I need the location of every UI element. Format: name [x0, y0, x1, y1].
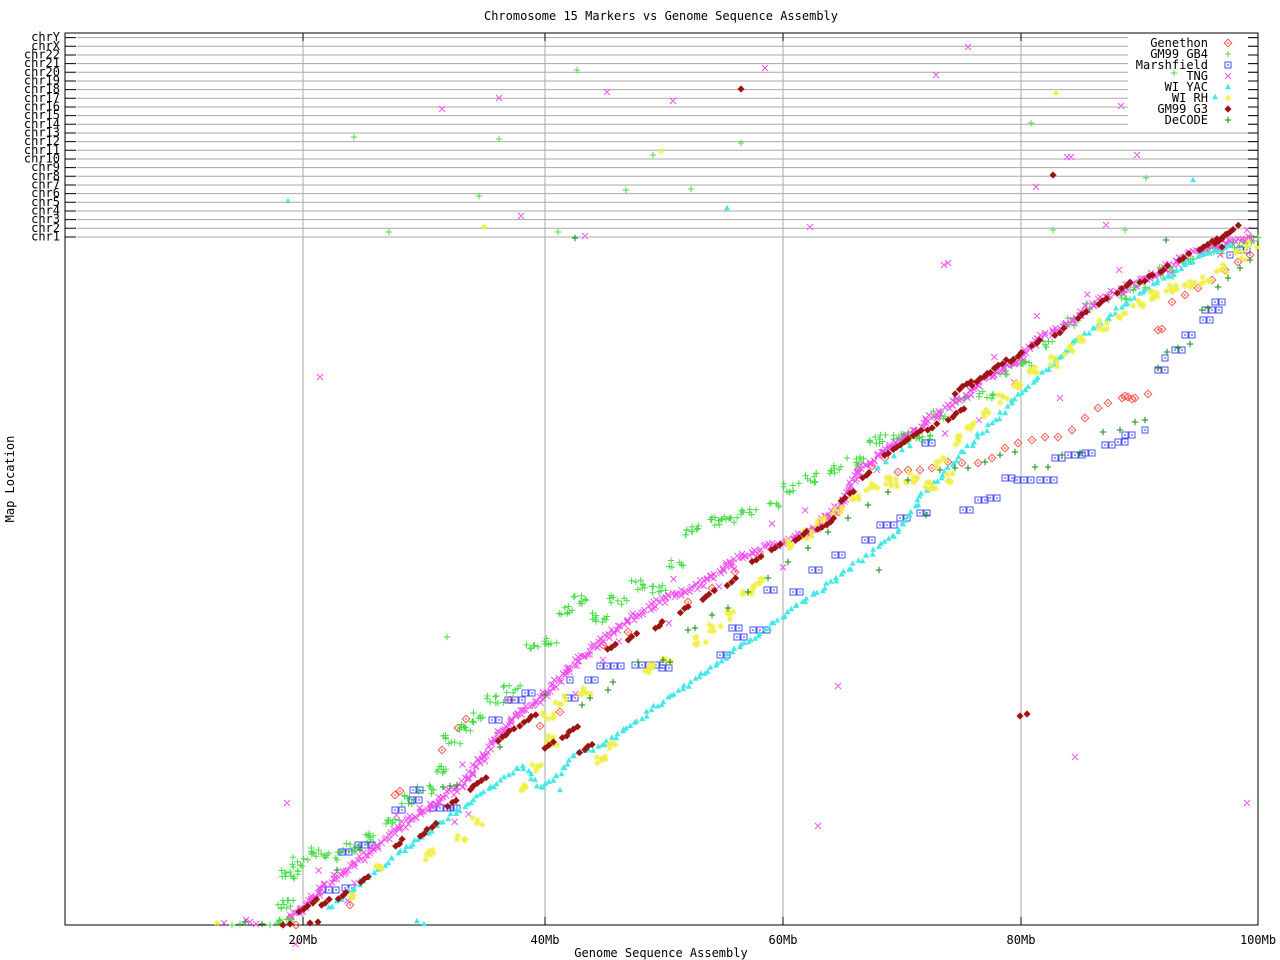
gridlines — [77, 33, 1258, 925]
y-tick-label: chr20 — [24, 65, 60, 79]
axis-text: Chromosome 15 Markers vs Genome Sequence… — [3, 9, 1276, 960]
legend-marker-cross — [1224, 72, 1232, 80]
legend-entry: GM99 GB4 — [1150, 47, 1232, 61]
y-tick-label: chr12 — [24, 134, 60, 148]
legend-entry: WI RH — [1172, 91, 1232, 105]
legend-label: DeCODE — [1165, 113, 1208, 127]
legend-marker-diamond-filled — [1224, 105, 1232, 113]
legend-marker-plus — [1224, 116, 1232, 124]
legend-marker-triangle-filled — [1225, 83, 1231, 90]
y-tick-label: chr17 — [24, 91, 60, 105]
y-tick-label: chrY — [31, 30, 61, 44]
series-marshfield — [318, 246, 1251, 894]
vertical-gridlines — [302, 33, 1022, 925]
y-tick-label: chr16 — [24, 100, 60, 114]
y-tick-label: chr9 — [31, 160, 60, 174]
legend-marker-star — [1224, 94, 1232, 102]
y-tick-label: chr3 — [31, 212, 60, 226]
series-gm99-gb4 — [228, 66, 1262, 929]
legend-entry: GM99 G3 — [1157, 102, 1232, 116]
series-tng — [220, 43, 1255, 948]
legend-marker-square-open-dot — [1224, 61, 1232, 69]
legend-entry: WI YAC — [1165, 80, 1231, 94]
legend-label: WI RH — [1172, 91, 1208, 105]
legend-entry: TNG — [1186, 69, 1232, 83]
x-tick-label: 20Mb — [289, 933, 318, 947]
x-tick-label: 100Mb — [1240, 933, 1276, 947]
x-tick-label: 40Mb — [531, 933, 560, 947]
chromosome-gridlines — [77, 37, 1258, 238]
y-tick-label: chr15 — [24, 108, 60, 122]
legend-label: Genethon — [1150, 36, 1208, 50]
y-tick-label: chr18 — [24, 82, 60, 96]
y-tick-label: chr19 — [24, 74, 60, 88]
y-tick-label: chr1 — [31, 230, 60, 244]
legend-entry: Marshfield — [1136, 58, 1232, 72]
data-points — [213, 43, 1262, 948]
axes — [64, 32, 1259, 926]
y-tick-label: chr2 — [31, 221, 60, 235]
series-wi-rh — [213, 89, 1261, 927]
y-tick-label: chr11 — [24, 143, 60, 157]
y-tick-label: chr5 — [31, 195, 60, 209]
axis-ticks — [65, 33, 1259, 925]
legend-label: WI YAC — [1165, 80, 1208, 94]
y-tick-label: chr21 — [24, 56, 60, 70]
y-tick-label: chr8 — [31, 169, 60, 183]
x-axis-label: Genome Sequence Assembly — [574, 946, 747, 960]
y-tick-label: chrX — [31, 39, 61, 53]
legend-entry: Genethon — [1150, 36, 1233, 50]
legend-label: TNG — [1186, 69, 1208, 83]
legend-label: GM99 GB4 — [1150, 47, 1208, 61]
y-tick-label: chr22 — [24, 48, 60, 62]
x-tick-label: 80Mb — [1007, 933, 1036, 947]
legend-label: GM99 G3 — [1157, 102, 1208, 116]
y-tick-label: chr13 — [24, 126, 60, 140]
chart-title: Chromosome 15 Markers vs Genome Sequence… — [484, 9, 838, 23]
legend-entry: DeCODE — [1165, 113, 1232, 127]
series-decode — [241, 234, 1254, 928]
x-tick-label: 60Mb — [769, 933, 798, 947]
legend-marker-diamond-open-dot — [1223, 38, 1233, 48]
y-tick-label: chr10 — [24, 152, 60, 166]
series-gm99-g3 — [279, 85, 1242, 929]
legend-marker-plus — [1224, 50, 1232, 58]
y-tick-label: chr14 — [24, 117, 60, 131]
y-tick-label: chr6 — [31, 186, 60, 200]
plot-border — [64, 32, 1259, 926]
y-tick-label: chr7 — [31, 178, 60, 192]
legend-label: Marshfield — [1136, 58, 1208, 72]
y-axis-label: Map Location — [3, 436, 17, 523]
y-tick-label: chr4 — [31, 204, 60, 218]
